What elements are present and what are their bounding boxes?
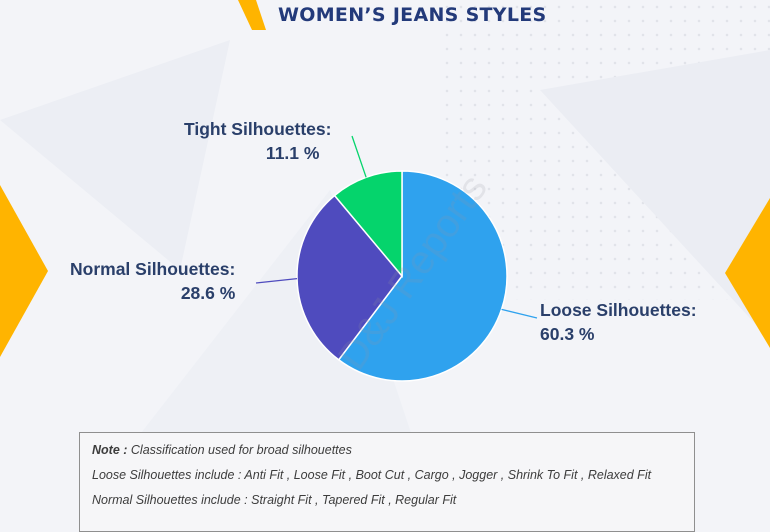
leader-normal bbox=[255, 277, 298, 284]
label-loose-pct: 60.3 % bbox=[540, 324, 595, 344]
note-heading-text: Classification used for broad silhouette… bbox=[127, 443, 352, 457]
leader-tight bbox=[351, 135, 367, 178]
label-tight: Tight Silhouettes: 11.1 % bbox=[184, 117, 331, 165]
label-loose: Loose Silhouettes: 60.3 % bbox=[540, 298, 697, 346]
label-loose-name: Loose Silhouettes: bbox=[540, 300, 697, 320]
note-heading: Note : Classification used for broad sil… bbox=[92, 443, 682, 457]
slice-loose bbox=[337, 170, 508, 382]
page-title: WOMEN’S JEANS STYLES bbox=[278, 4, 547, 26]
note-prefix: Note : bbox=[92, 443, 128, 457]
label-normal-name: Normal Silhouettes: bbox=[70, 259, 236, 279]
pie-chart bbox=[255, 135, 538, 382]
label-tight-pct: 11.1 % bbox=[265, 143, 320, 163]
label-normal: Normal Silhouettes: 28.6 % bbox=[70, 257, 235, 305]
note-box: Note : Classification used for broad sil… bbox=[79, 432, 695, 532]
label-tight-name: Tight Silhouettes: bbox=[184, 119, 332, 139]
note-normal-line: Normal Silhouettes include : Straight Fi… bbox=[92, 493, 457, 507]
leader-loose bbox=[501, 308, 538, 319]
slice-tight bbox=[333, 170, 403, 279]
title-accent-bar bbox=[238, 0, 266, 30]
note-loose-line: Loose Silhouettes include : Anti Fit , L… bbox=[92, 468, 652, 482]
left-accent-shape bbox=[0, 185, 48, 357]
slice-normal bbox=[296, 194, 403, 361]
right-accent-shape bbox=[725, 198, 770, 348]
label-normal-pct: 28.6 % bbox=[180, 283, 236, 303]
